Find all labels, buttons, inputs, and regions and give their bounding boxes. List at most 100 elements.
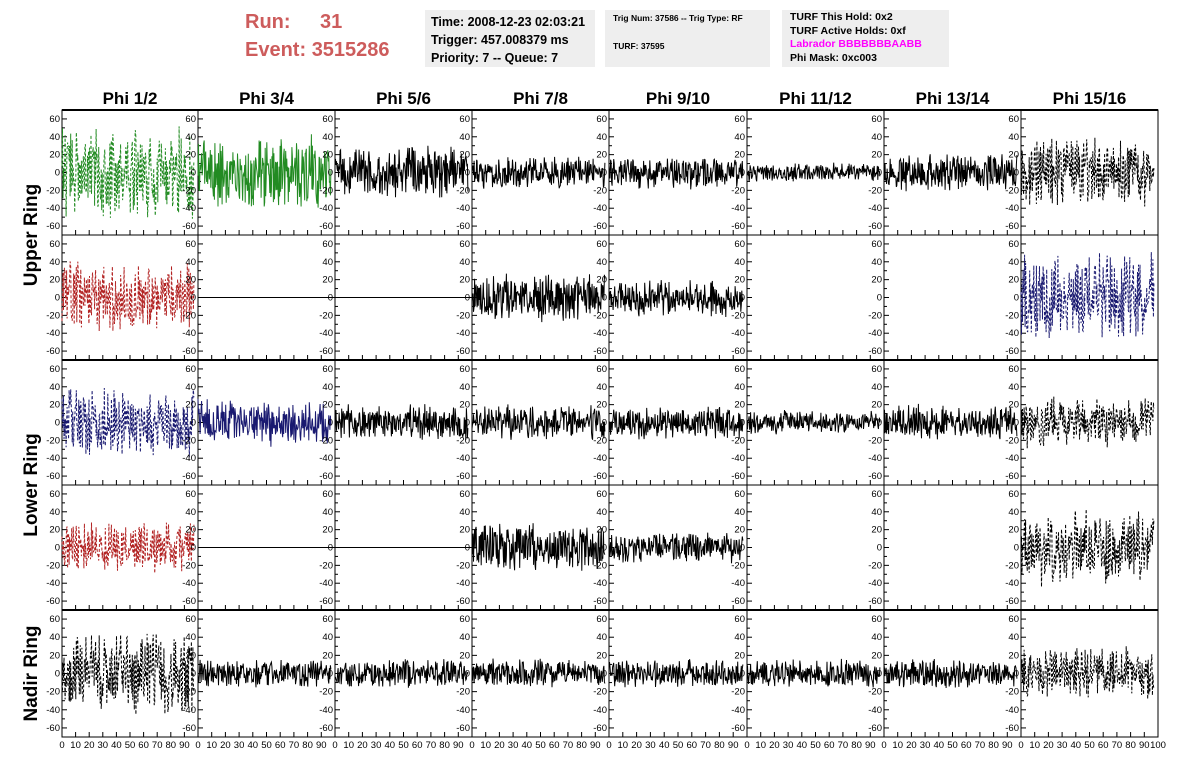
x-tick-label: 40 bbox=[797, 740, 808, 751]
y-tick-label: -20 bbox=[731, 185, 745, 196]
y-tick-label: 60 bbox=[322, 364, 333, 375]
x-tick-label: 90 bbox=[453, 740, 464, 751]
x-tick-label: 70 bbox=[700, 740, 711, 751]
x-tick-label: 10 bbox=[618, 740, 629, 751]
y-tick-label: -40 bbox=[868, 705, 882, 716]
y-tick-label: 60 bbox=[459, 364, 470, 375]
ring-label: Upper Ring bbox=[21, 184, 42, 286]
y-tick-label: 60 bbox=[459, 614, 470, 625]
waveform-line bbox=[746, 410, 881, 435]
y-tick-label: 60 bbox=[49, 114, 60, 125]
y-tick-label: -60 bbox=[182, 221, 196, 232]
y-tick-label: 60 bbox=[49, 239, 60, 250]
y-tick-label: 0 bbox=[328, 293, 333, 304]
y-tick-label: -60 bbox=[46, 221, 60, 232]
y-tick-label: 40 bbox=[459, 382, 470, 393]
panel-frame bbox=[1020, 609, 1159, 738]
waveform-line bbox=[334, 404, 469, 440]
y-tick-label: 60 bbox=[1008, 489, 1019, 500]
trig-num-text: Trig Num: 37586 -- Trig Type: RF bbox=[613, 13, 743, 23]
x-tick-label: 50 bbox=[810, 740, 821, 751]
y-tick-label: -40 bbox=[46, 705, 60, 716]
y-tick-label: 0 bbox=[602, 293, 607, 304]
y-tick-label: 20 bbox=[49, 275, 60, 286]
y-tick-label: 40 bbox=[596, 257, 607, 268]
y-tick-label: 60 bbox=[185, 239, 196, 250]
y-tick-label: -40 bbox=[731, 453, 745, 464]
y-tick-label: 60 bbox=[734, 489, 745, 500]
waveform-line bbox=[197, 659, 332, 688]
y-tick-label: 60 bbox=[871, 364, 882, 375]
y-tick-label: -60 bbox=[868, 221, 882, 232]
x-tick-label: 30 bbox=[234, 740, 245, 751]
waveform-line bbox=[608, 659, 744, 688]
y-tick-label: -60 bbox=[593, 471, 607, 482]
y-tick-label: -60 bbox=[868, 596, 882, 607]
x-tick-label: 60 bbox=[1098, 740, 1109, 751]
x-tick-label: 40 bbox=[934, 740, 945, 751]
y-tick-label: -20 bbox=[319, 310, 333, 321]
y-tick-label: 0 bbox=[602, 168, 607, 179]
panel-frame bbox=[883, 234, 1022, 361]
y-tick-label: -60 bbox=[731, 346, 745, 357]
y-tick-label: 60 bbox=[185, 364, 196, 375]
x-tick-label: 10 bbox=[480, 740, 491, 751]
x-tick-label: 40 bbox=[522, 740, 533, 751]
y-tick-label: 0 bbox=[328, 168, 333, 179]
y-tick-label: -60 bbox=[731, 596, 745, 607]
turf-this-hold-text: TURF This Hold: 0x2 bbox=[790, 11, 893, 23]
x-tick-label: 80 bbox=[1125, 740, 1136, 751]
x-tick-label: 40 bbox=[111, 740, 122, 751]
y-tick-label: 60 bbox=[596, 364, 607, 375]
y-tick-label: 0 bbox=[465, 293, 470, 304]
y-tick-label: -20 bbox=[456, 185, 470, 196]
y-tick-label: 60 bbox=[322, 614, 333, 625]
phi-column-header: Phi 1/2 bbox=[103, 89, 158, 108]
y-tick-label: 40 bbox=[322, 257, 333, 268]
y-tick-label: -60 bbox=[868, 346, 882, 357]
y-tick-label: -20 bbox=[731, 310, 745, 321]
x-tick-label: 90 bbox=[1002, 740, 1013, 751]
x-tick-label: 20 bbox=[357, 740, 368, 751]
y-tick-label: 20 bbox=[322, 400, 333, 411]
y-tick-label: -40 bbox=[319, 705, 333, 716]
y-tick-label: -60 bbox=[456, 471, 470, 482]
y-tick-label: -60 bbox=[1005, 221, 1019, 232]
y-tick-label: 0 bbox=[55, 293, 60, 304]
trigger-info-box: Trig Num: 37586 -- Trig Type: RF TURF: 3… bbox=[605, 10, 770, 67]
y-tick-label: 0 bbox=[877, 168, 882, 179]
y-tick-label: 40 bbox=[596, 132, 607, 143]
x-tick-label: 20 bbox=[769, 740, 780, 751]
y-tick-label: -40 bbox=[182, 705, 196, 716]
run-value: 31 bbox=[320, 11, 343, 33]
panel-frame bbox=[746, 234, 885, 361]
y-tick-label: -40 bbox=[46, 453, 60, 464]
y-tick-label: -40 bbox=[182, 328, 196, 339]
y-tick-label: 20 bbox=[49, 650, 60, 661]
y-tick-label: -20 bbox=[593, 687, 607, 698]
y-tick-label: 60 bbox=[871, 239, 882, 250]
y-tick-label: 40 bbox=[871, 507, 882, 518]
y-tick-label: 40 bbox=[734, 632, 745, 643]
y-tick-label: 20 bbox=[734, 400, 745, 411]
event-value: 3515286 bbox=[311, 39, 390, 61]
x-tick-label: 20 bbox=[494, 740, 505, 751]
event-label: Event: bbox=[245, 39, 307, 61]
x-tick-label: 30 bbox=[783, 740, 794, 751]
y-tick-label: 40 bbox=[185, 257, 196, 268]
y-tick-label: -60 bbox=[456, 221, 470, 232]
x-tick-label: 30 bbox=[920, 740, 931, 751]
labrador-text: Labrador BBBBBBBAABB bbox=[790, 38, 922, 50]
y-tick-label: 0 bbox=[740, 418, 745, 429]
turf-active-holds-text: TURF Active Holds: 0xf bbox=[790, 24, 906, 37]
y-tick-label: 40 bbox=[185, 632, 196, 643]
phi-column-header: Phi 9/10 bbox=[646, 89, 710, 108]
y-tick-label: -40 bbox=[731, 328, 745, 339]
y-tick-label: -40 bbox=[731, 578, 745, 589]
y-tick-label: -20 bbox=[868, 435, 882, 446]
x-tick-label: 70 bbox=[975, 740, 986, 751]
y-tick-label: 20 bbox=[871, 400, 882, 411]
phi-column-header: Phi 7/8 bbox=[513, 89, 568, 108]
panel-frame bbox=[883, 484, 1022, 611]
y-tick-label: 0 bbox=[55, 418, 60, 429]
